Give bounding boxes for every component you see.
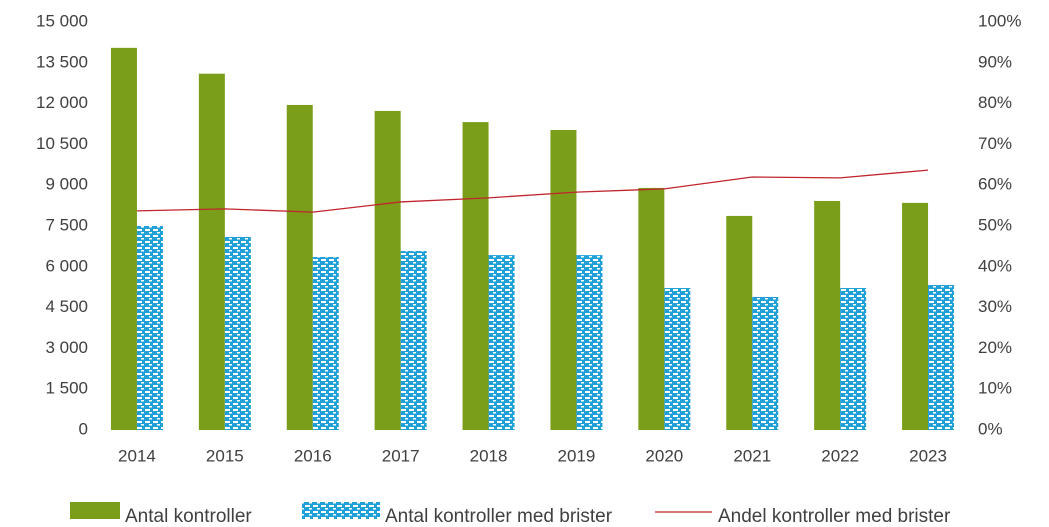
legend-label: Antal kontroller: [125, 506, 252, 527]
y-tick-label: 3 000: [45, 338, 88, 357]
bar: [664, 288, 691, 430]
bar: [576, 255, 603, 430]
bar: [110, 47, 137, 431]
x-tick-label: 2023: [909, 446, 947, 465]
y-tick-label: 1 500: [45, 379, 88, 398]
bar: [400, 251, 427, 430]
y2-tick-label: 50%: [978, 215, 1012, 234]
bar: [814, 200, 841, 430]
y-tick-label: 0: [79, 419, 88, 438]
x-tick-label: 2016: [294, 446, 332, 465]
bar: [752, 296, 779, 430]
y-tick-label: 12 000: [36, 93, 88, 112]
x-tick-label: 2022: [821, 446, 859, 465]
bar: [726, 215, 753, 430]
y2-tick-label: 20%: [978, 338, 1012, 357]
x-tick-label: 2017: [382, 446, 420, 465]
y-tick-label: 15 000: [36, 11, 88, 30]
y2-tick-label: 70%: [978, 134, 1012, 153]
bar: [902, 202, 929, 430]
y2-tick-label: 100%: [978, 11, 1021, 30]
legend-swatch: [302, 502, 380, 519]
y-tick-label: 9 000: [45, 175, 88, 194]
bar: [136, 226, 163, 430]
x-tick-label: 2014: [118, 446, 156, 465]
x-tick-label: 2015: [206, 446, 244, 465]
bar: [198, 73, 225, 431]
line: [136, 169, 929, 213]
bar: [462, 122, 489, 430]
y-tick-label: 4 500: [45, 297, 88, 316]
y-tick-label: 7 500: [45, 215, 88, 234]
y2-tick-label: 60%: [978, 175, 1012, 194]
bar: [312, 257, 339, 430]
y2-tick-label: 30%: [978, 297, 1012, 316]
x-tick-label: 2021: [733, 446, 771, 465]
bar: [488, 255, 515, 430]
bar: [550, 129, 577, 430]
y-tick-label: 10 500: [36, 134, 88, 153]
y2-tick-label: 90%: [978, 52, 1012, 71]
x-tick-label: 2019: [558, 446, 596, 465]
legend-label: Andel kontroller med brister: [718, 506, 951, 527]
bar: [840, 288, 867, 430]
legend-label: Antal kontroller med brister: [385, 506, 613, 527]
bar: [638, 187, 665, 430]
bar: [374, 110, 401, 430]
y2-tick-label: 0%: [978, 419, 1003, 438]
legend-swatch: [70, 502, 120, 519]
y2-tick-label: 10%: [978, 379, 1012, 398]
bar: [286, 104, 313, 431]
x-tick-label: 2018: [470, 446, 508, 465]
bar: [224, 236, 251, 430]
y2-tick-label: 80%: [978, 93, 1012, 112]
x-tick-label: 2020: [645, 446, 683, 465]
y-tick-label: 13 500: [36, 52, 88, 71]
bar: [928, 285, 955, 430]
y2-tick-label: 40%: [978, 256, 1012, 275]
y-tick-label: 6 000: [45, 256, 88, 275]
